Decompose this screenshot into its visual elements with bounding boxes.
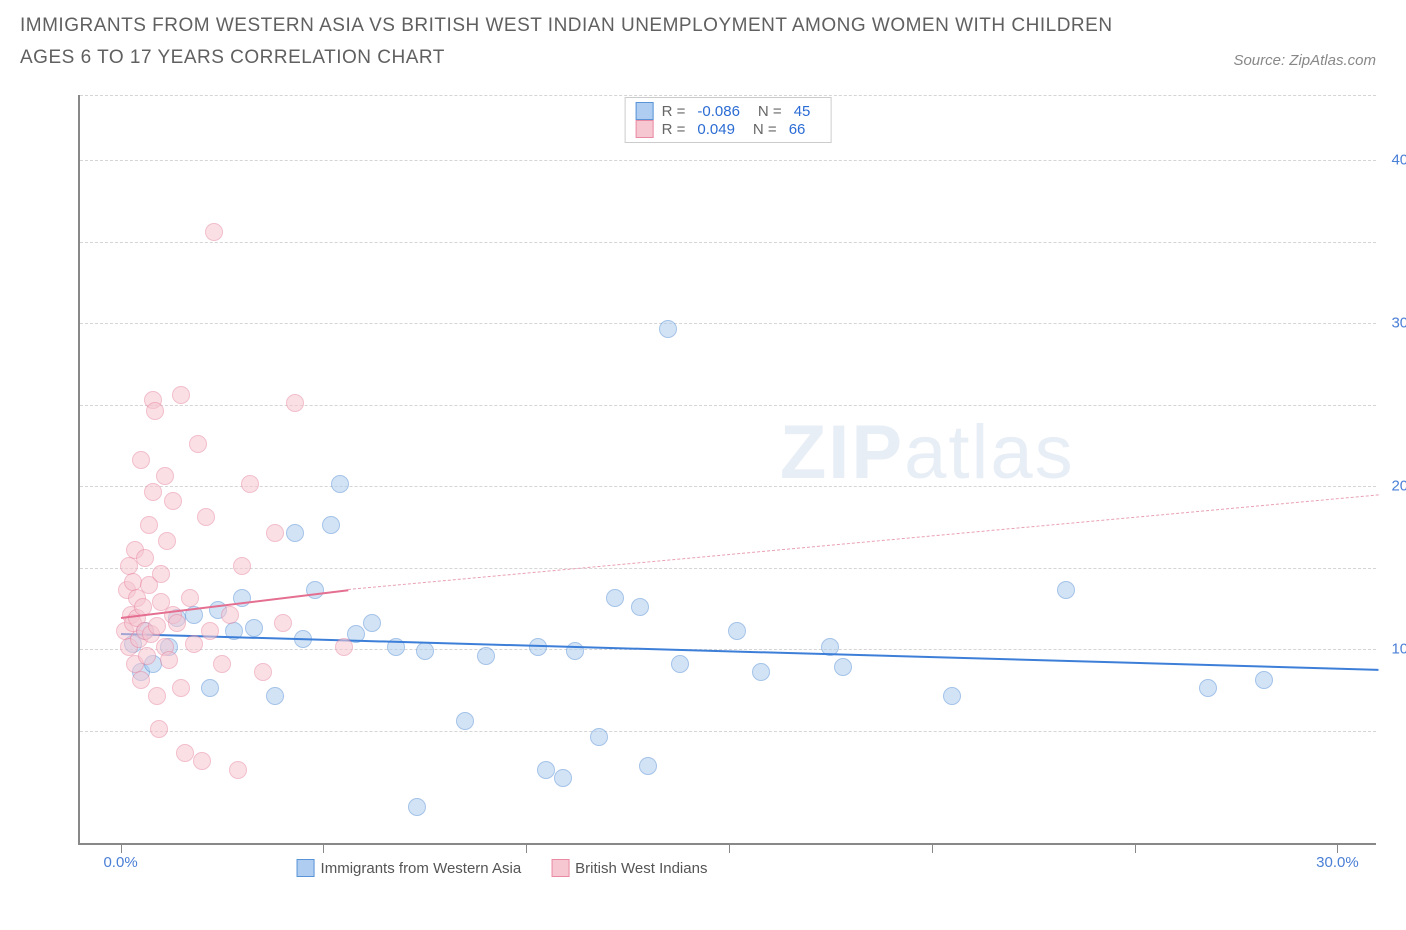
legend-swatch	[636, 102, 654, 120]
data-point	[639, 757, 657, 775]
legend-item: British West Indians	[551, 859, 707, 877]
data-point	[150, 720, 168, 738]
data-point	[266, 524, 284, 542]
data-point	[245, 619, 263, 637]
y-tick-label: 30.0%	[1384, 315, 1406, 332]
data-point	[156, 467, 174, 485]
data-point	[148, 617, 166, 635]
data-point	[659, 320, 677, 338]
data-point	[606, 589, 624, 607]
trend-line	[348, 494, 1378, 590]
data-point	[631, 598, 649, 616]
data-point	[138, 647, 156, 665]
stats-row: R =-0.086N =45	[636, 102, 821, 120]
data-point	[241, 475, 259, 493]
source-attribution: Source: ZipAtlas.com	[1233, 52, 1376, 75]
data-point	[1057, 581, 1075, 599]
r-value: -0.086	[697, 103, 740, 120]
correlation-stats-box: R =-0.086N =45R =0.049N =66	[625, 97, 832, 143]
chart-title: IMMIGRANTS FROM WESTERN ASIA VS BRITISH …	[20, 10, 1120, 75]
data-point	[144, 483, 162, 501]
data-point	[229, 761, 247, 779]
data-point	[408, 798, 426, 816]
data-point	[172, 386, 190, 404]
data-point	[201, 679, 219, 697]
legend-swatch	[636, 120, 654, 138]
n-value: 45	[794, 103, 811, 120]
data-point	[286, 524, 304, 542]
data-point	[1199, 679, 1217, 697]
data-point	[148, 687, 166, 705]
data-point	[728, 622, 746, 640]
data-point	[416, 642, 434, 660]
chart-container: Unemployment Among Women with Children A…	[20, 95, 1386, 905]
data-point	[132, 451, 150, 469]
data-point	[254, 663, 272, 681]
data-point	[456, 712, 474, 730]
data-point	[146, 402, 164, 420]
data-point	[152, 565, 170, 583]
stats-row: R =0.049N =66	[636, 120, 821, 138]
data-point	[181, 589, 199, 607]
data-point	[168, 614, 186, 632]
data-point	[132, 671, 150, 689]
data-point	[335, 638, 353, 656]
data-point	[164, 492, 182, 510]
data-point	[185, 635, 203, 653]
data-point	[124, 573, 142, 591]
data-point	[671, 655, 689, 673]
data-point	[529, 638, 547, 656]
plot-area: ZIPatlas R =-0.086N =45R =0.049N =66 Imm…	[78, 95, 1376, 845]
data-point	[201, 622, 219, 640]
data-point	[197, 508, 215, 526]
x-tick-label: 30.0%	[1316, 854, 1359, 871]
data-point	[140, 516, 158, 534]
data-point	[160, 651, 178, 669]
data-point	[233, 557, 251, 575]
data-point	[590, 728, 608, 746]
n-value: 66	[789, 121, 806, 138]
data-point	[752, 663, 770, 681]
data-point	[172, 679, 190, 697]
data-point	[554, 769, 572, 787]
y-tick-label: 20.0%	[1384, 478, 1406, 495]
data-point	[266, 687, 284, 705]
data-point	[120, 557, 138, 575]
data-point	[477, 647, 495, 665]
legend-swatch	[297, 859, 315, 877]
data-point	[1255, 671, 1273, 689]
data-point	[322, 516, 340, 534]
data-point	[331, 475, 349, 493]
data-point	[274, 614, 292, 632]
data-point	[205, 223, 223, 241]
watermark: ZIPatlas	[780, 409, 1075, 496]
bottom-legend: Immigrants from Western Asia British West…	[297, 859, 708, 877]
y-tick-label: 40.0%	[1384, 152, 1406, 169]
data-point	[566, 642, 584, 660]
y-tick-label: 10.0%	[1384, 641, 1406, 658]
data-point	[834, 658, 852, 676]
legend-swatch	[551, 859, 569, 877]
data-point	[213, 655, 231, 673]
data-point	[189, 435, 207, 453]
data-point	[193, 752, 211, 770]
data-point	[158, 532, 176, 550]
data-point	[221, 606, 239, 624]
x-tick-label: 0.0%	[103, 854, 137, 871]
data-point	[286, 394, 304, 412]
data-point	[363, 614, 381, 632]
data-point	[306, 581, 324, 599]
data-point	[943, 687, 961, 705]
r-value: 0.049	[697, 121, 735, 138]
data-point	[136, 549, 154, 567]
trend-line	[121, 633, 1378, 671]
legend-item: Immigrants from Western Asia	[297, 859, 522, 877]
